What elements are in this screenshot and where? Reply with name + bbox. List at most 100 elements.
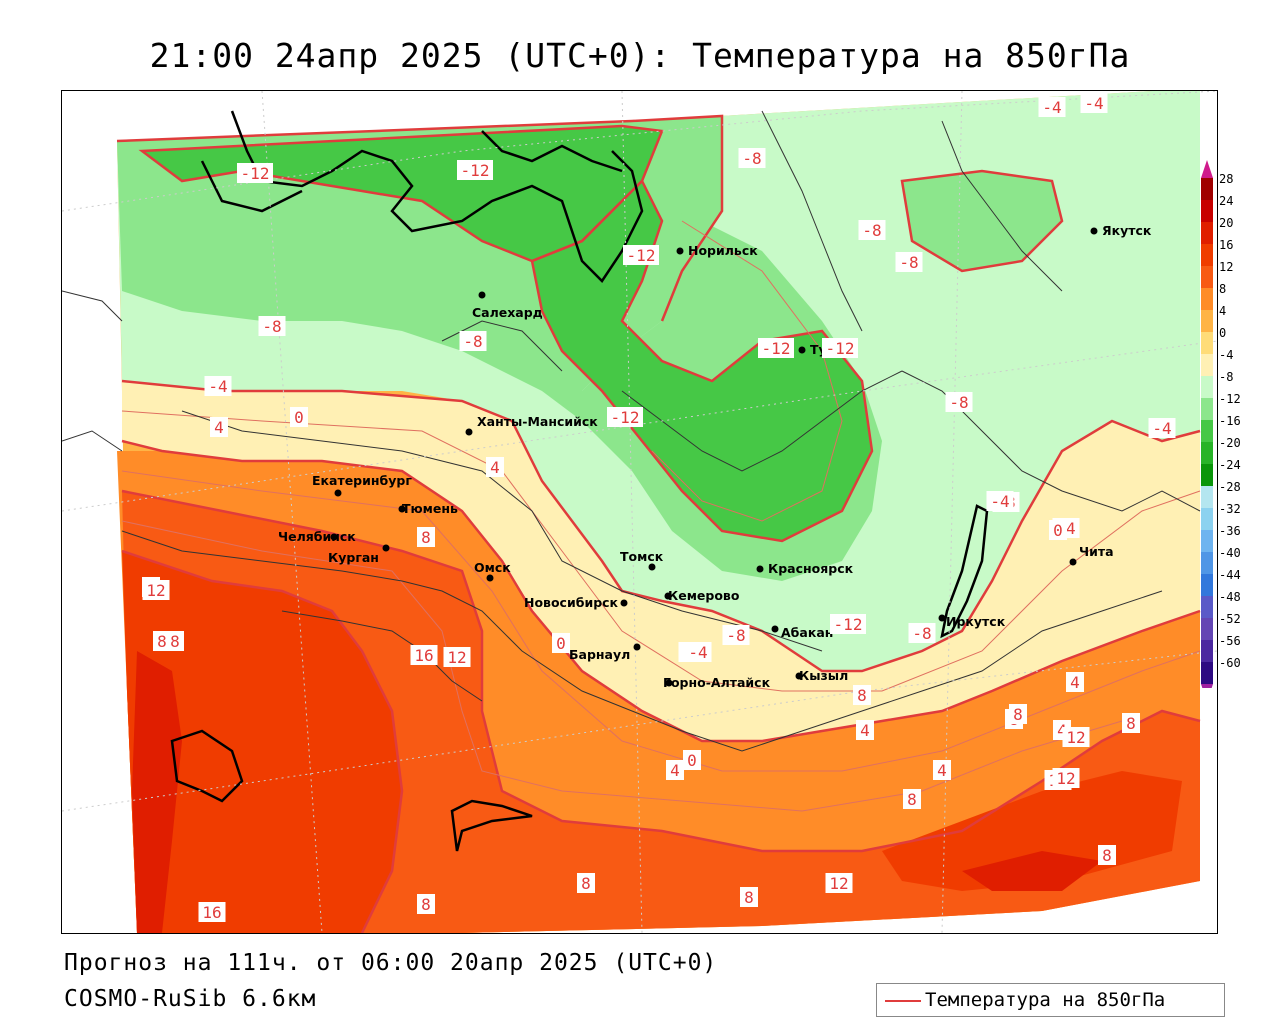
legend-line-swatch [885, 1000, 921, 1002]
colorbar-tick-label: -16 [1219, 414, 1241, 428]
svg-text:-4: -4 [688, 643, 707, 662]
city-marker [665, 679, 673, 687]
colorbar-tick-label: -40 [1219, 546, 1241, 560]
contour-label: -8 [945, 392, 973, 412]
contour-label: -8 [459, 331, 487, 351]
svg-text:4: 4 [490, 458, 500, 477]
contour-label: 8 [153, 631, 171, 651]
contour-label: -12 [607, 407, 643, 427]
svg-text:8: 8 [421, 895, 431, 914]
svg-text:8: 8 [170, 632, 180, 651]
colorbar-tick-label: 8 [1219, 282, 1226, 296]
colorbar-tick-label: -60 [1219, 656, 1241, 670]
colorbar-swatch [1201, 376, 1213, 398]
city-marker [1069, 558, 1077, 566]
svg-text:-12: -12 [826, 339, 855, 358]
colorbar-swatch [1201, 398, 1213, 420]
city-label: Ханты-Мансийск [477, 414, 598, 429]
colorbar-swatch [1201, 464, 1213, 486]
contour-label: 12 [142, 580, 170, 600]
city-marker [330, 533, 338, 541]
svg-text:-12: -12 [627, 246, 656, 265]
colorbar-tick-label: -24 [1219, 458, 1241, 472]
city-marker [771, 625, 779, 633]
svg-text:4: 4 [860, 721, 870, 740]
svg-text:-4: -4 [1084, 94, 1103, 113]
contour-label: -12 [237, 163, 273, 183]
colorbar-tick-label: -4 [1219, 348, 1233, 362]
colorbar-swatch [1201, 266, 1213, 288]
svg-text:4: 4 [1057, 721, 1067, 740]
legend-box: Температура на 850гПа [876, 983, 1225, 1017]
svg-text:-8: -8 [463, 332, 482, 351]
contour-label: -8 [895, 252, 923, 272]
colorbar-tick-label: 16 [1219, 238, 1233, 252]
contour-label: 8 [1009, 704, 1027, 724]
colorbar-bottom-arrow [1201, 684, 1213, 688]
city-marker [398, 505, 406, 513]
svg-text:-4: -4 [1042, 98, 1061, 117]
contour-label: 0 [552, 633, 570, 653]
city-marker [938, 614, 946, 622]
contour-label: -12 [623, 245, 659, 265]
svg-text:0: 0 [294, 408, 304, 427]
colorbar-tick-label: 4 [1219, 304, 1226, 318]
colorbar-swatch [1201, 596, 1213, 618]
city-label: Курган [328, 550, 379, 565]
svg-text:-4: -4 [1152, 419, 1171, 438]
contour-label: 4 [486, 457, 504, 477]
city-label: Красноярск [768, 561, 854, 576]
svg-text:16: 16 [414, 646, 433, 665]
svg-text:-12: -12 [834, 615, 863, 634]
contour-label: -4 [204, 376, 232, 396]
svg-text:8: 8 [581, 874, 591, 893]
colorbar-swatch [1201, 178, 1213, 200]
colorbar-tick-label: -20 [1219, 436, 1241, 450]
colorbar-swatch [1201, 552, 1213, 574]
contour-label: 0 [683, 750, 701, 770]
city-label: Омск [474, 560, 511, 575]
colorbar-tick-label: 0 [1219, 326, 1226, 340]
city-label: Якутск [1102, 223, 1152, 238]
city-label: Абакан [781, 625, 833, 640]
city-label: Новосибирск [524, 595, 619, 610]
svg-text:8: 8 [157, 632, 167, 651]
city-marker [334, 489, 342, 497]
contour-label: 16 [198, 902, 226, 922]
contour-label: -12 [457, 160, 493, 180]
svg-text:-8: -8 [862, 221, 881, 240]
colorbar-swatch [1201, 530, 1213, 552]
svg-text:12: 12 [1056, 769, 1075, 788]
contour-label: 8 [903, 789, 921, 809]
colorbar-swatch [1201, 244, 1213, 266]
svg-text:-12: -12 [461, 161, 490, 180]
colorbar-swatch [1201, 574, 1213, 596]
contour-label: -4 [986, 491, 1014, 511]
colorbar-swatch [1201, 420, 1213, 442]
contour-label: 8 [417, 527, 435, 547]
city-marker [795, 672, 803, 680]
colorbar-tick-label: -48 [1219, 590, 1241, 604]
city-marker [465, 428, 473, 436]
temperature-map: НорильскСалехардТураЯкутскХанты-Мансийск… [62, 91, 1217, 933]
contour-label: 8 [417, 894, 435, 914]
contour-label: 8 [853, 685, 871, 705]
contour-label: -12 [830, 614, 866, 634]
labels-layer: НорильскСалехардТураЯкутскХанты-Мансийск… [142, 93, 1176, 922]
svg-text:16: 16 [202, 903, 221, 922]
svg-text:4: 4 [1070, 673, 1080, 692]
svg-text:-8: -8 [262, 317, 281, 336]
svg-text:-4: -4 [990, 492, 1009, 511]
city-label: Челябинск [278, 529, 356, 544]
contour-label: 12 [1052, 768, 1080, 788]
colorbar-tick-label: 20 [1219, 216, 1233, 230]
colorbar-tick-label: -44 [1219, 568, 1241, 582]
city-marker [798, 346, 806, 354]
svg-text:8: 8 [421, 528, 431, 547]
svg-text:4: 4 [214, 418, 224, 437]
colorbar-swatch [1201, 288, 1213, 310]
city-marker [676, 247, 684, 255]
svg-text:8: 8 [857, 686, 867, 705]
colorbar-tick-label: -36 [1219, 524, 1241, 538]
model-caption: COSMO-RuSib 6.6км [64, 986, 317, 1012]
